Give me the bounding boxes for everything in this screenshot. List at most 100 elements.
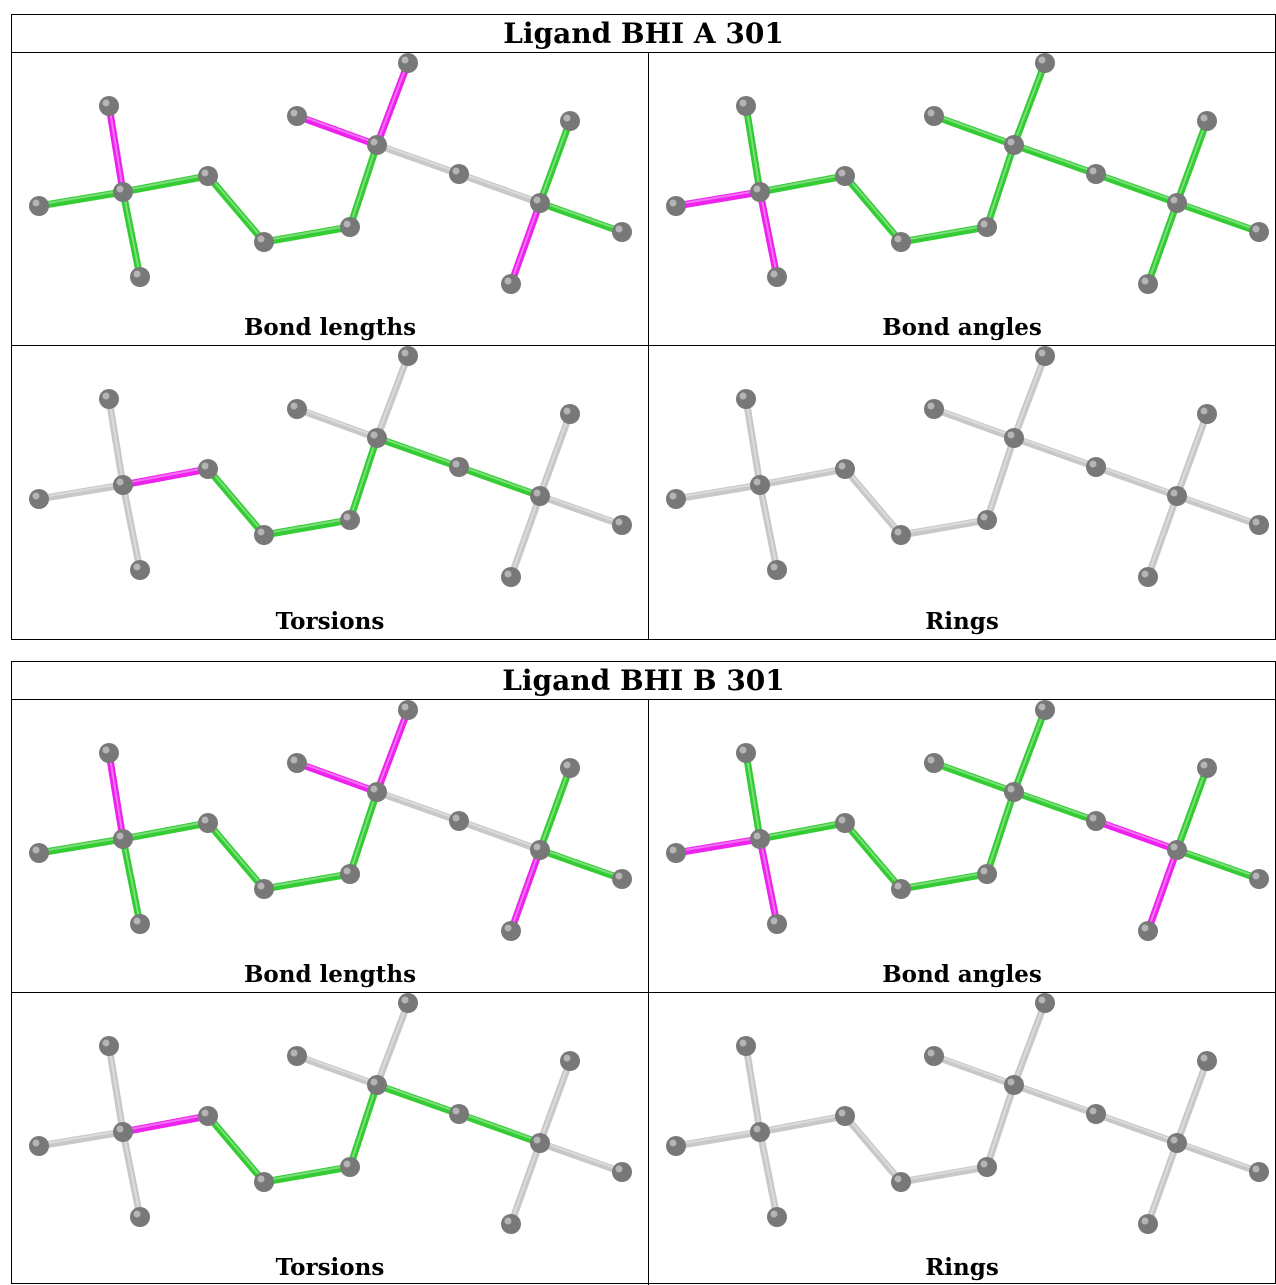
atom [99, 96, 119, 116]
bond [742, 1042, 764, 1136]
atom [198, 166, 218, 186]
bond [373, 434, 463, 471]
bond [455, 1110, 544, 1147]
atom [835, 813, 855, 833]
atom [113, 1122, 133, 1142]
atom [99, 743, 119, 763]
bond-highlight [1095, 818, 1178, 850]
atom-shine [32, 492, 40, 500]
atom [750, 829, 770, 849]
bond-highlight [510, 201, 541, 283]
bond [672, 835, 764, 857]
atom-shine [1007, 1078, 1015, 1086]
bond [930, 759, 1018, 796]
bond [756, 835, 781, 928]
bond-highlight [539, 847, 623, 879]
atom [891, 525, 911, 545]
panel-torsions: Torsions [12, 346, 649, 639]
bond [756, 188, 781, 281]
bond-highlight [759, 837, 778, 923]
bond-highlight [1013, 708, 1046, 791]
panel-rings: Rings [649, 346, 1275, 639]
atom [530, 1133, 550, 1153]
atom [449, 1104, 469, 1124]
atom-shine [894, 882, 902, 890]
panel-bond-angles: Bond angles [649, 700, 1275, 993]
atom [29, 843, 49, 863]
bond [1173, 1057, 1211, 1147]
atom [891, 879, 911, 899]
atom [130, 267, 150, 287]
atom-shine [504, 570, 512, 578]
atom [367, 1075, 387, 1095]
bond-highlight [38, 1129, 124, 1146]
atom [113, 829, 133, 849]
bond [373, 788, 463, 825]
atom-shine [257, 882, 265, 890]
atom [1086, 164, 1106, 184]
molecule-diagram [666, 993, 1269, 1234]
bond-highlight [296, 406, 378, 438]
bond [260, 516, 354, 539]
bond [1092, 463, 1181, 500]
atom-shine [290, 402, 298, 410]
atom-shine [927, 1049, 935, 1057]
atom-shine [452, 460, 460, 468]
atom [29, 1136, 49, 1156]
bond-highlight [900, 517, 988, 535]
atom [1167, 1133, 1187, 1153]
bond [1173, 764, 1211, 854]
bond-highlight [458, 1111, 541, 1143]
bond [1173, 1139, 1263, 1176]
bond [1144, 846, 1181, 935]
bond-highlight [539, 1140, 623, 1172]
atom-shine [1170, 196, 1178, 204]
atom [340, 217, 360, 237]
atom [560, 758, 580, 778]
atom [254, 879, 274, 899]
bond [841, 819, 905, 893]
atom-shine [1007, 138, 1015, 146]
bond [1010, 352, 1049, 442]
bond-highlight [122, 483, 141, 569]
atom-shine [753, 185, 761, 193]
bond [756, 819, 849, 843]
atom-shine [894, 1175, 902, 1183]
bond-highlight [122, 466, 209, 485]
bond [756, 481, 781, 574]
bond [204, 172, 268, 246]
bond [1092, 1110, 1181, 1147]
bond-highlight [1147, 1141, 1178, 1223]
atom-shine [1170, 489, 1178, 497]
atom-shine [563, 114, 571, 122]
atom-shine [1252, 872, 1260, 880]
atom [560, 404, 580, 424]
atom-shine [770, 563, 778, 571]
bond [346, 434, 381, 524]
bond [930, 112, 1018, 149]
atom [398, 700, 418, 720]
atom-shine [980, 867, 988, 875]
bond [742, 749, 764, 843]
atom [736, 389, 756, 409]
bond [204, 1112, 268, 1186]
bond [756, 465, 849, 489]
atom-shine [1038, 56, 1046, 64]
atom-shine [770, 270, 778, 278]
bond-highlight [539, 119, 571, 202]
atom [891, 1172, 911, 1192]
atom-shine [533, 843, 541, 851]
atom [924, 399, 944, 419]
atom-shine [32, 846, 40, 854]
atom-shine [133, 270, 141, 278]
atom [340, 864, 360, 884]
atom [130, 560, 150, 580]
bond-highlight [207, 1113, 265, 1182]
atom [449, 164, 469, 184]
panel-caption: Bond lengths [243, 961, 417, 988]
bond [1010, 59, 1049, 149]
bond-highlight [759, 820, 846, 839]
atom-shine [133, 1210, 141, 1218]
bond [119, 188, 144, 281]
bond-highlight [108, 751, 124, 838]
